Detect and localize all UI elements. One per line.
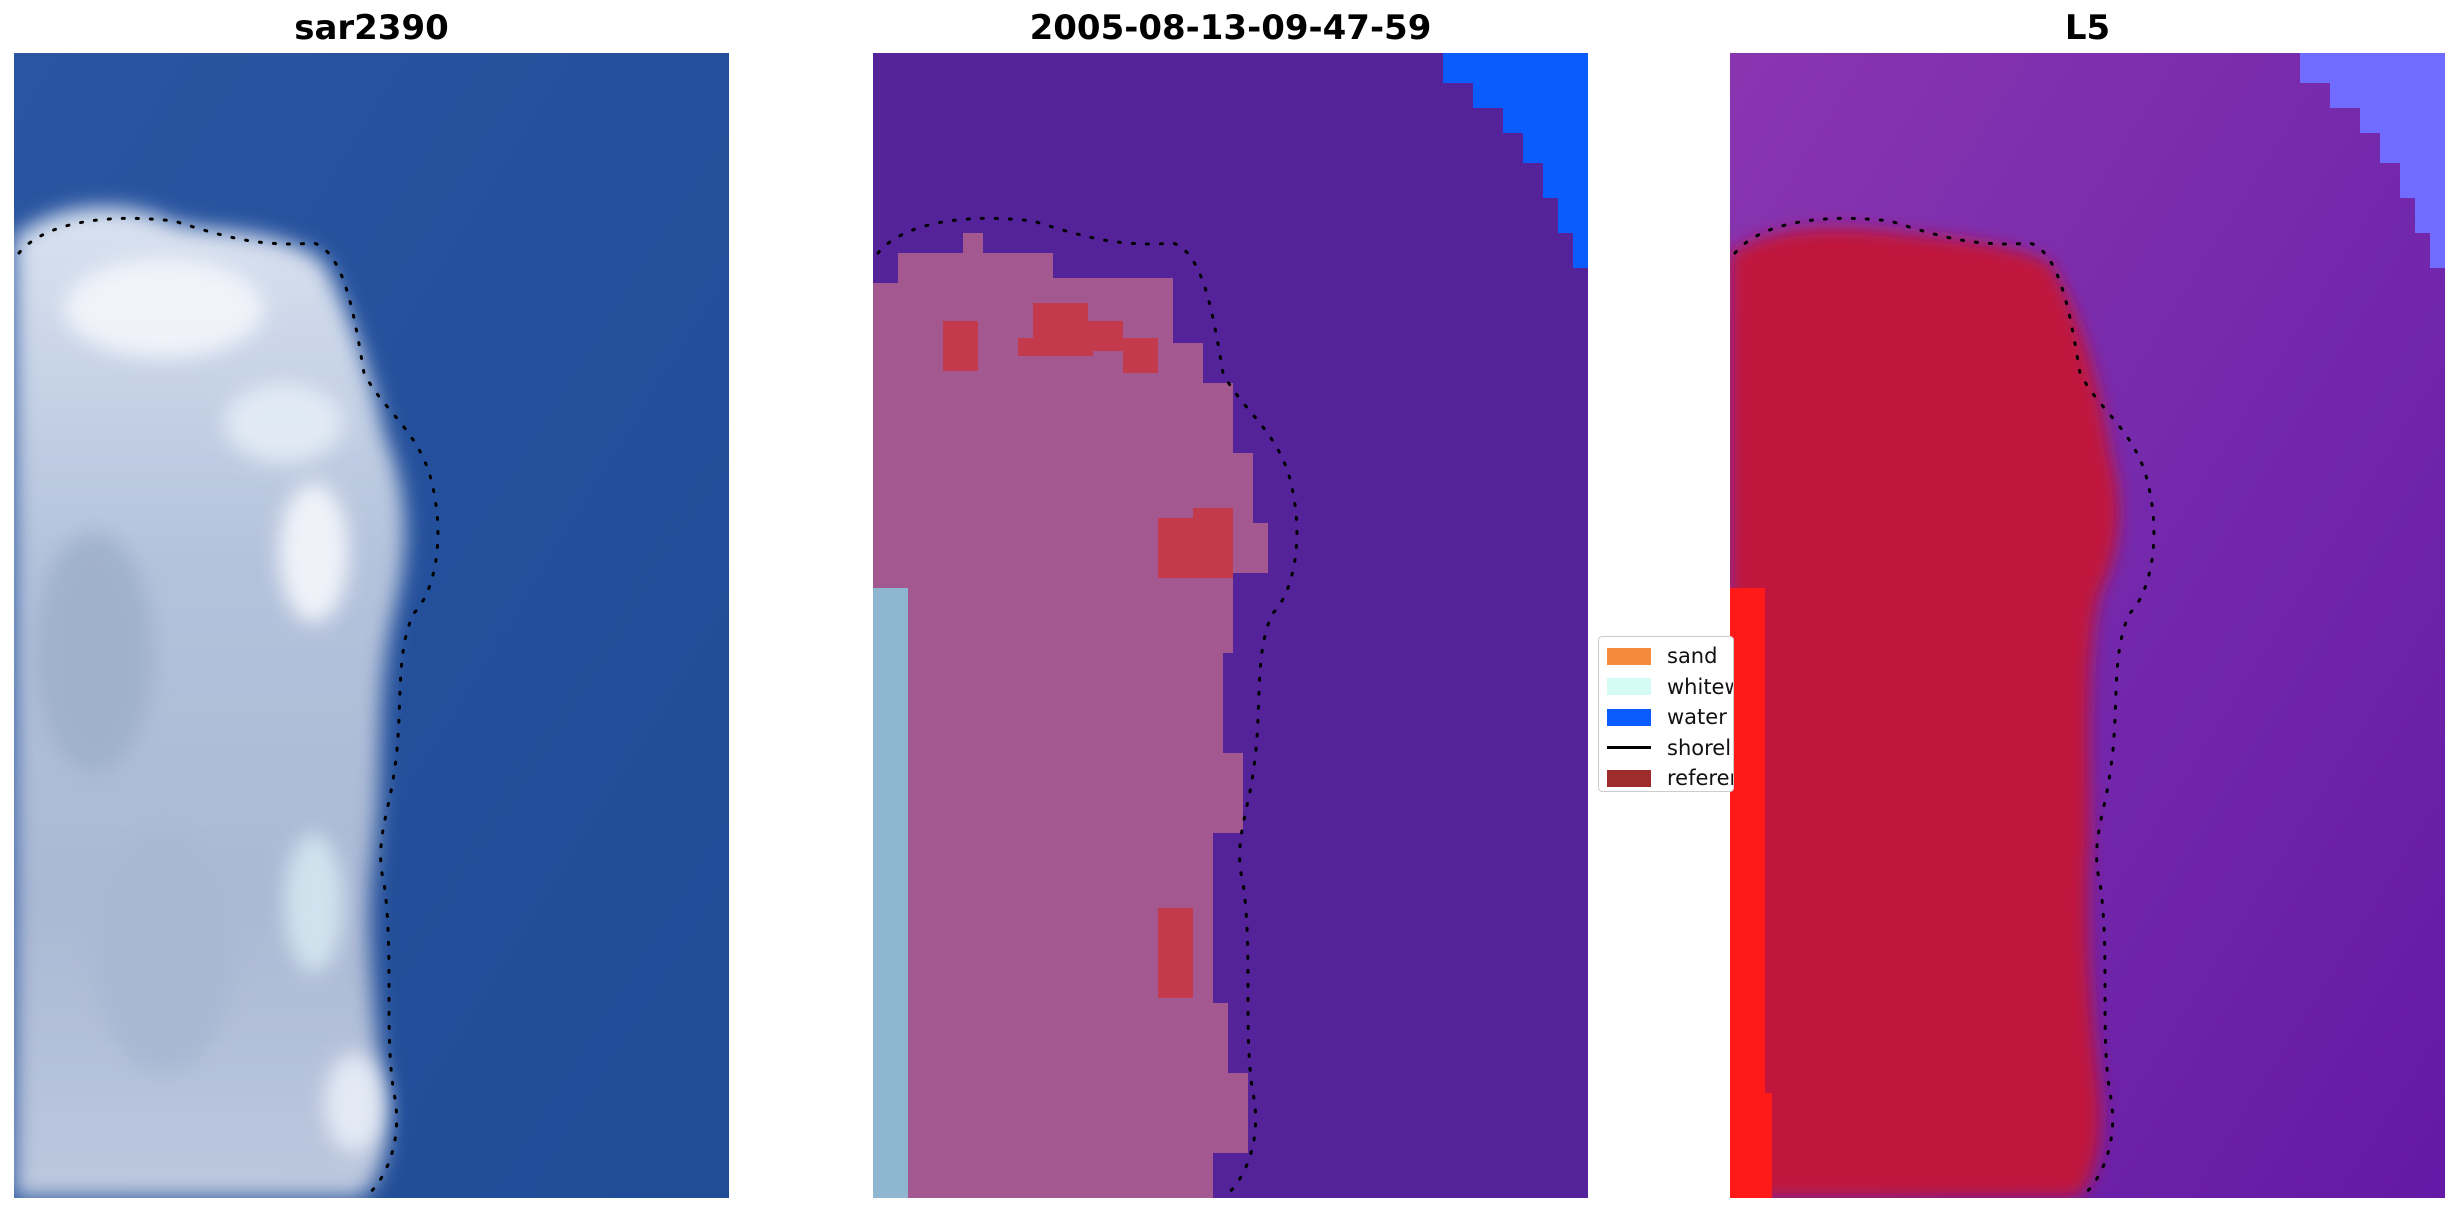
prob-land-area xyxy=(1730,228,2119,1198)
legend-item-sand: sand xyxy=(1599,641,1733,672)
reference-shoreline xyxy=(17,216,440,1198)
whitewater-swatch xyxy=(1607,678,1651,696)
legend-item-water: water xyxy=(1599,702,1733,733)
reference-shoreline xyxy=(1733,216,2156,1198)
water-swatch xyxy=(1607,708,1651,726)
legend-item-shoreline: shoreline xyxy=(1599,733,1733,764)
classification-image xyxy=(873,53,1588,1198)
panel-title-rgb: sar2390 xyxy=(294,8,449,48)
legend-label-reference-shoreline: reference shoreline xyxy=(1667,766,1733,791)
classification-panel xyxy=(873,53,1588,1198)
probability-panel xyxy=(1730,53,2445,1198)
legend-item-reference-shoreline: reference shoreline xyxy=(1599,763,1733,791)
rgb-image xyxy=(14,53,729,1198)
sand-swatch xyxy=(1607,647,1651,665)
reference-shoreline-swatch xyxy=(1607,769,1651,787)
panel-title-probability: L5 xyxy=(2064,8,2111,48)
legend-label-sand: sand xyxy=(1667,644,1718,669)
reference-shoreline xyxy=(876,216,1299,1198)
shoreline-line-swatch xyxy=(1607,746,1651,750)
prob-edge xyxy=(1730,588,1772,1198)
panel-title-classification: 2005-08-13-09-47-59 xyxy=(1029,8,1432,48)
rgb-image-panel xyxy=(14,53,729,1198)
class-patches xyxy=(943,303,1233,998)
probability-image xyxy=(1730,53,2445,1198)
class-whitewater-edge xyxy=(873,588,908,1198)
legend-label-shoreline: shoreline xyxy=(1667,735,1733,760)
prob-corner xyxy=(2300,53,2445,268)
legend-label-water: water xyxy=(1667,705,1727,730)
bright-surf xyxy=(34,258,384,1153)
class-bright-water xyxy=(1443,53,1588,268)
